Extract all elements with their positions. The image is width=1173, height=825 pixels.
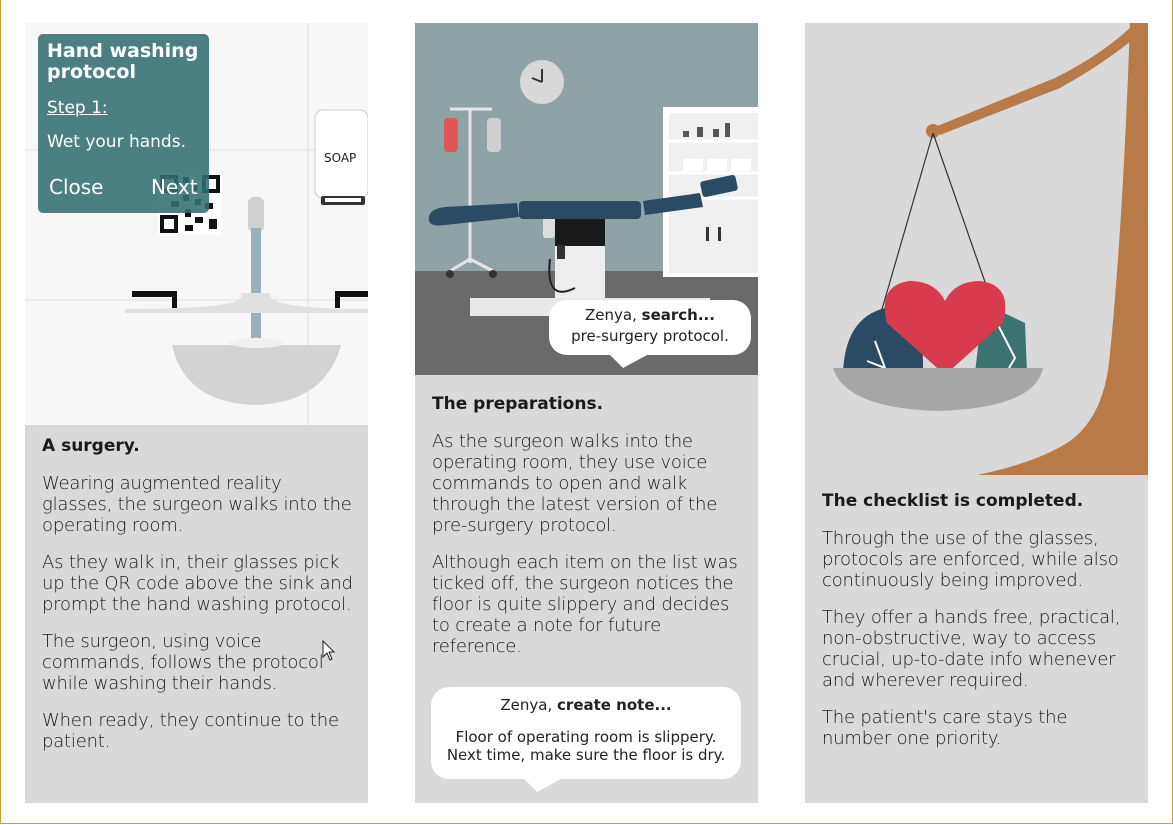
- panel-heading: The preparations.: [432, 394, 604, 414]
- iv-stand-icon: [444, 107, 501, 278]
- voice-command: create note...: [557, 696, 672, 714]
- voice-command: search...: [641, 306, 715, 324]
- paragraph: When ready, they continue to the patient…: [42, 710, 339, 752]
- panel-heading: A surgery.: [42, 436, 140, 456]
- surgery-text: A surgery. Wearing augmented reality gla…: [42, 435, 356, 768]
- overlay-next-button[interactable]: Next: [151, 175, 198, 199]
- heart-and-stones-icon: [843, 281, 1027, 375]
- preparations-text: The preparations. As the surgeon walks i…: [432, 393, 746, 673]
- create-note-bubble: Zenya, create note... Floor of operating…: [431, 687, 741, 792]
- note-line: Floor of operating room is slippery.: [455, 728, 717, 746]
- paragraph: They offer a hands free, practical, non-…: [822, 607, 1121, 691]
- ar-protocol-overlay: Hand washing protocol Step 1: Wet your h…: [38, 34, 209, 213]
- overlay-title: Hand washing protocol: [47, 40, 199, 83]
- soap-label: SOAP: [324, 151, 357, 165]
- sink-handles-icon: [132, 291, 368, 308]
- command-detail: pre-surgery protocol.: [571, 327, 729, 345]
- paragraph: The patient's care stays the number one …: [822, 707, 1068, 749]
- paragraph: Although each item on the list was ticke…: [432, 552, 738, 657]
- note-line: Next time, make sure the floor is dry.: [446, 746, 726, 764]
- faucet-icon: [125, 197, 368, 340]
- overlay-instruction: Wet your hands.: [47, 132, 186, 152]
- assistant-name: Zenya,: [585, 306, 637, 324]
- wall-clock-icon: [520, 60, 564, 104]
- paragraph: As the surgeon walks into the operating …: [432, 431, 718, 536]
- overlay-step-link[interactable]: Step 1:: [47, 98, 108, 118]
- balance-scale-illustration: [805, 23, 1148, 483]
- paragraph: Wearing augmented reality glasses, the s…: [42, 473, 352, 536]
- sink-basin-icon: [172, 338, 341, 405]
- story-panel-preparations: Zenya, search... pre-surgery protocol. T…: [415, 23, 758, 803]
- overlay-close-button[interactable]: Close: [49, 175, 104, 199]
- paragraph: As they walk in, their glasses pick up t…: [42, 552, 353, 615]
- voice-command-bubble: Zenya, search... pre-surgery protocol.: [549, 300, 751, 368]
- scale-arm-icon: [926, 23, 1148, 475]
- soap-dispenser-icon: [314, 109, 368, 205]
- assistant-name: Zenya,: [500, 696, 553, 714]
- paragraph: Through the use of the glasses, protocol…: [822, 528, 1119, 591]
- paragraph: The surgeon, using voice commands, follo…: [42, 631, 324, 694]
- story-panel-checklist: The checklist is completed. Through the …: [805, 23, 1148, 803]
- operating-room-illustration: [415, 23, 758, 375]
- panel-heading: The checklist is completed.: [822, 491, 1084, 511]
- mouse-cursor-icon: [322, 640, 336, 661]
- scale-pan-icon: [833, 368, 1043, 411]
- checklist-text: The checklist is completed. Through the …: [822, 490, 1136, 765]
